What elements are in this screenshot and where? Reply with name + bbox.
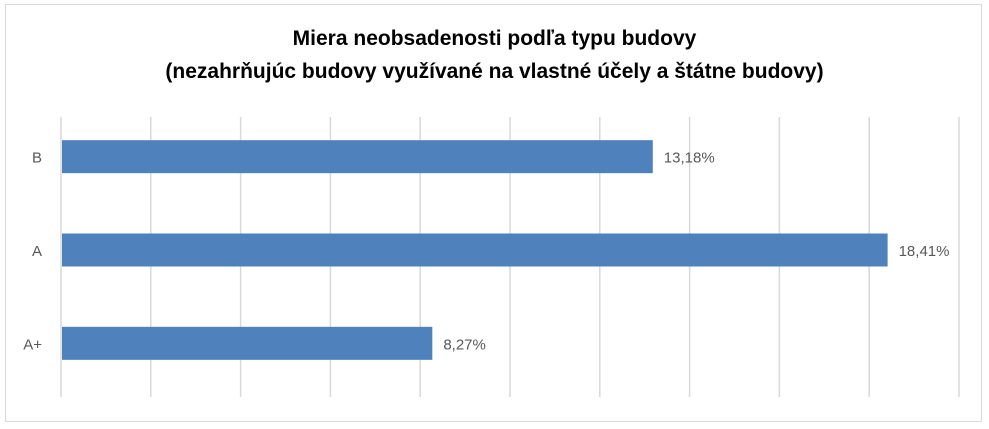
bar-B <box>62 140 653 174</box>
data-label: 13,18% <box>664 150 715 167</box>
data-label: 18,41% <box>899 243 950 260</box>
category-label: B <box>32 150 42 167</box>
chart-subtitle: (nezahrňujúc budovy využívané na vlastné… <box>165 60 824 83</box>
bar-A+ <box>62 326 433 360</box>
category-label: A+ <box>23 336 42 353</box>
chart-title: Miera neobsadenosti podľa typu budovy <box>292 27 697 50</box>
data-label: 8,27% <box>443 336 486 353</box>
chart-border <box>5 4 982 422</box>
bar-A <box>62 233 888 267</box>
category-label: A <box>32 243 42 260</box>
